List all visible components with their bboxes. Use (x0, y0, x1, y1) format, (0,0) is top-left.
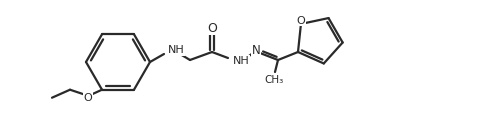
Text: N: N (251, 45, 260, 58)
Text: NH: NH (167, 45, 184, 55)
Text: O: O (296, 16, 305, 26)
Text: O: O (207, 22, 216, 34)
Text: NH: NH (232, 56, 249, 66)
Text: CH₃: CH₃ (264, 75, 283, 85)
Text: O: O (83, 93, 92, 103)
